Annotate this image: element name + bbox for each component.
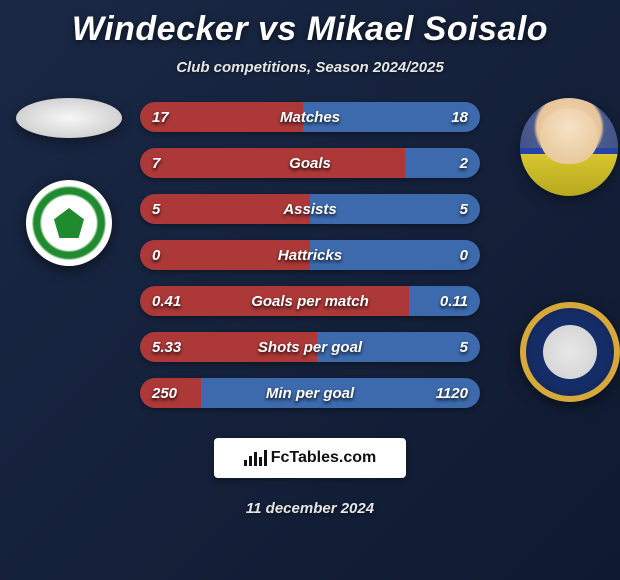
stat-fill-left xyxy=(140,102,303,132)
stat-fill-left xyxy=(140,240,310,270)
stat-fill-left xyxy=(140,286,409,316)
brand-icon xyxy=(244,450,267,466)
stat-fill-right xyxy=(409,286,480,316)
club-left-badge xyxy=(26,180,112,266)
stat-fill-left xyxy=(140,148,405,178)
stat-fill-right xyxy=(405,148,480,178)
page-title: Windecker vs Mikael Soisalo xyxy=(10,10,610,49)
player-right-avatar xyxy=(520,98,618,196)
stat-fill-right xyxy=(201,378,480,408)
footer-date: 11 december 2024 xyxy=(10,500,610,517)
stat-fill-left xyxy=(140,194,310,224)
stat-bar: 72Goals xyxy=(140,148,480,178)
stat-fill-right xyxy=(310,240,480,270)
stat-bar: 5.335Shots per goal xyxy=(140,332,480,362)
brand-text: FcTables.com xyxy=(271,449,377,467)
stat-bar: 00Hattricks xyxy=(140,240,480,270)
stat-bar: 55Assists xyxy=(140,194,480,224)
stat-bar: 0.410.11Goals per match xyxy=(140,286,480,316)
stat-fill-left xyxy=(140,378,201,408)
player-left-avatar xyxy=(16,98,122,138)
comparison-area: 1718Matches 72Goals 55Assists 00Hattricks 0.… xyxy=(10,102,610,422)
club-right-badge xyxy=(520,302,620,402)
stat-fill-right xyxy=(310,194,480,224)
stat-fill-right xyxy=(317,332,480,362)
brand-logo: FcTables.com xyxy=(214,438,406,478)
stat-bar: 1718Matches xyxy=(140,102,480,132)
stat-fill-left xyxy=(140,332,317,362)
stat-bars: 1718Matches 72Goals 55Assists 00Hattricks 0.… xyxy=(140,102,480,424)
stat-fill-right xyxy=(303,102,480,132)
stat-bar: 2501120Min per goal xyxy=(140,378,480,408)
subtitle: Club competitions, Season 2024/2025 xyxy=(10,59,610,76)
